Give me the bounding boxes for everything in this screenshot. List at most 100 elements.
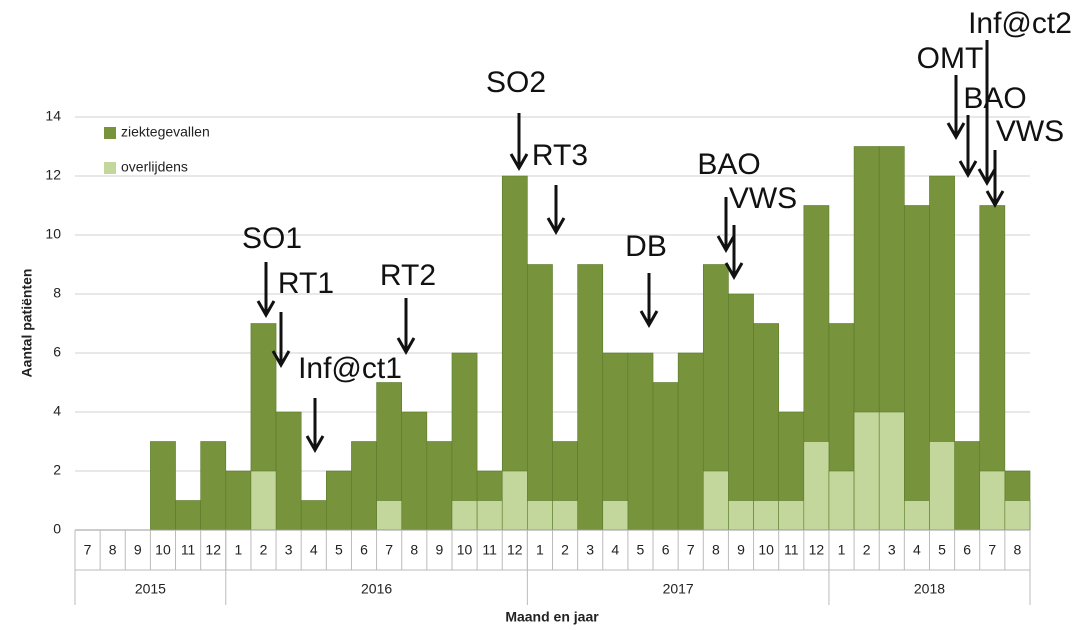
annotation: VWS xyxy=(996,115,1064,148)
y-tick-label: 4 xyxy=(53,403,61,419)
bar xyxy=(627,352,654,531)
bar xyxy=(652,382,679,531)
x-tick-label: 2 xyxy=(863,542,871,558)
bar xyxy=(552,500,578,531)
bar xyxy=(275,411,302,531)
arrow-head xyxy=(977,168,997,187)
bar xyxy=(803,441,830,531)
annotation: RT2 xyxy=(380,259,436,292)
x-tick-label: 6 xyxy=(662,542,670,558)
x-tick-label: 6 xyxy=(360,542,368,558)
x-tick-label: 10 xyxy=(758,542,774,558)
x-tick-label: 4 xyxy=(310,542,318,558)
x-tick-label: 9 xyxy=(737,542,745,558)
bar xyxy=(702,470,729,531)
x-tick-label: 4 xyxy=(611,542,619,558)
annotation: Inf@ct1 xyxy=(298,352,402,385)
x-tick-label: 7 xyxy=(84,542,92,558)
annotation: Inf@ct2 xyxy=(968,7,1072,40)
bar xyxy=(401,411,428,531)
arrow-head xyxy=(985,190,1005,209)
x-tick-label: 9 xyxy=(134,542,142,558)
bar xyxy=(300,500,327,531)
bar xyxy=(527,264,553,531)
arrow-head xyxy=(958,160,978,179)
x-group-label: 2018 xyxy=(914,581,945,597)
x-tick-label: 3 xyxy=(285,542,293,558)
bar xyxy=(753,323,779,531)
arrow-head xyxy=(639,310,659,329)
x-tick-label: 4 xyxy=(913,542,921,558)
y-tick-label: 12 xyxy=(45,167,61,183)
bar xyxy=(929,441,955,531)
bar xyxy=(426,441,453,531)
x-tick-label: 11 xyxy=(784,542,799,558)
arrow-head xyxy=(724,262,744,281)
x-group-label: 2015 xyxy=(135,581,166,597)
x-tick-label: 2 xyxy=(260,542,268,558)
bar xyxy=(250,470,277,531)
bar xyxy=(376,500,403,531)
bar xyxy=(979,470,1006,531)
x-tick-label: 3 xyxy=(586,542,594,558)
bar xyxy=(351,441,377,531)
x-axis-label: Maand en jaar xyxy=(505,609,599,625)
x-tick-label: 3 xyxy=(888,542,896,558)
bar xyxy=(476,500,503,531)
y-tick-label: 8 xyxy=(53,285,61,301)
x-tick-label: 8 xyxy=(410,542,418,558)
x-tick-label: 7 xyxy=(687,542,695,558)
annotation: BAO xyxy=(963,82,1026,115)
bar xyxy=(904,500,930,531)
y-tick-label: 2 xyxy=(53,462,61,478)
x-tick-label: 11 xyxy=(482,542,497,558)
y-tick-label: 10 xyxy=(45,226,61,242)
x-tick-label: 12 xyxy=(205,542,221,558)
arrow-head xyxy=(396,337,416,356)
x-tick-label: 10 xyxy=(457,542,473,558)
bar xyxy=(326,470,352,531)
x-tick-label: 1 xyxy=(234,542,242,558)
arrow-head xyxy=(271,350,291,369)
x-tick-label: 5 xyxy=(335,542,343,558)
bar xyxy=(677,352,704,531)
legend-swatch xyxy=(104,162,116,174)
x-tick-label: 8 xyxy=(1014,542,1022,558)
x-tick-label: 5 xyxy=(637,542,645,558)
bar xyxy=(778,500,805,531)
legend-label: ziektegevallen xyxy=(121,124,210,140)
x-tick-label: 7 xyxy=(385,542,393,558)
bar xyxy=(175,500,201,531)
bar xyxy=(1004,500,1031,531)
bar xyxy=(904,205,930,531)
arrow-head xyxy=(256,300,276,319)
x-tick-label: 11 xyxy=(181,542,196,558)
y-tick-label: 6 xyxy=(53,344,61,360)
bar xyxy=(577,264,604,531)
x-tick-label: 12 xyxy=(507,542,523,558)
annotation: SO1 xyxy=(242,222,302,255)
bar xyxy=(753,500,779,531)
bar xyxy=(878,411,905,531)
legend-label: overlijdens xyxy=(121,159,188,175)
x-tick-label: 8 xyxy=(109,542,117,558)
y-tick-label: 14 xyxy=(45,108,61,124)
bar xyxy=(501,470,528,531)
annotation: DB xyxy=(625,230,667,263)
x-group-label: 2017 xyxy=(663,581,694,597)
x-tick-label: 12 xyxy=(809,542,825,558)
arrow-head xyxy=(305,435,325,454)
x-tick-label: 5 xyxy=(938,542,946,558)
annotation: VWS xyxy=(729,182,797,215)
arrow-head xyxy=(946,122,966,141)
annotation: OMT xyxy=(917,42,984,75)
legend-swatch xyxy=(104,127,116,139)
bar xyxy=(602,500,629,531)
y-axis-label: Aantal patiënten xyxy=(19,269,35,378)
x-tick-label: 6 xyxy=(963,542,971,558)
arrow-head xyxy=(509,153,529,172)
annotation: BAO xyxy=(697,148,760,181)
x-tick-label: 2 xyxy=(561,542,569,558)
annotation: RT1 xyxy=(278,267,334,300)
